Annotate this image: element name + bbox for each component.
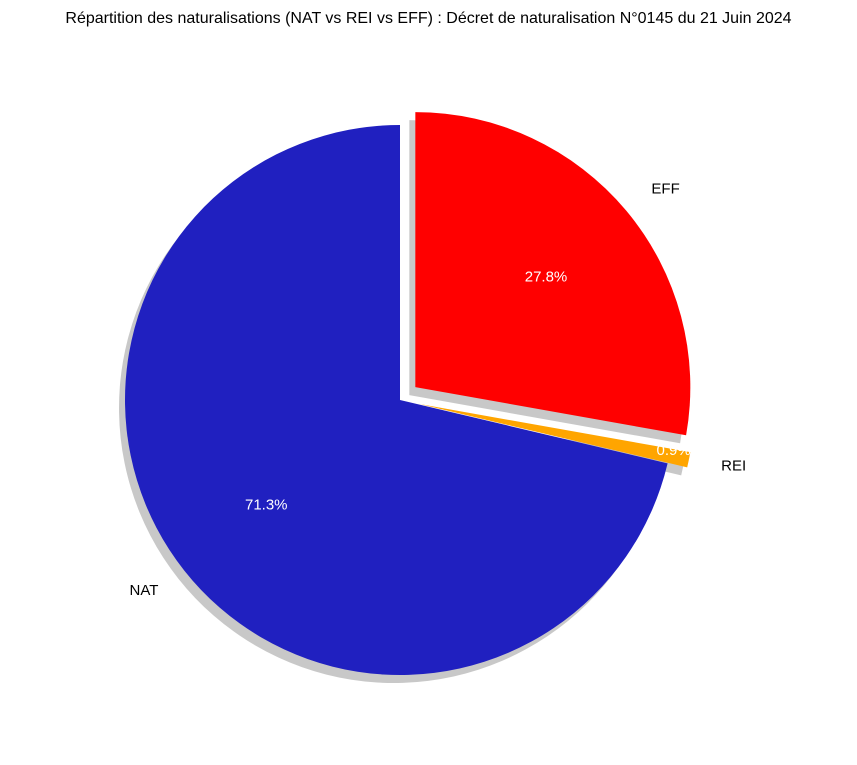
pct-label-nat: 71.3% — [245, 497, 288, 514]
slice-label-rei: REI — [721, 457, 746, 474]
chart-title: Répartition des naturalisations (NAT vs … — [0, 10, 857, 28]
pct-label-eff: 27.8% — [525, 269, 568, 286]
slice-label-eff: EFF — [651, 180, 679, 197]
pct-label-rei: 0.9% — [657, 442, 691, 459]
slice-label-nat: NAT — [130, 582, 159, 599]
pie-chart: 27.8% EFF 0.9% REI 71.3% NAT — [50, 60, 750, 740]
